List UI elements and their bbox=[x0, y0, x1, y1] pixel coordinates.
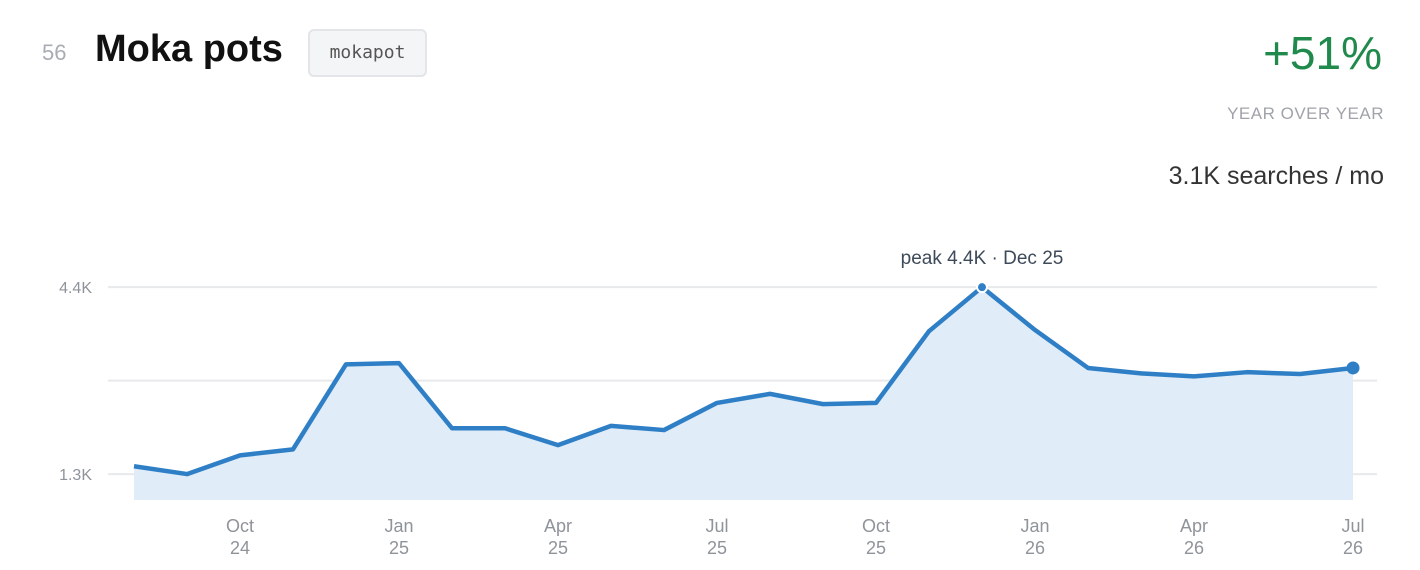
volume: 3.1K searches / mo bbox=[1168, 162, 1384, 190]
x-tick-label: Jul 25 bbox=[705, 516, 729, 558]
x-tick-label: Oct 25 bbox=[861, 516, 890, 558]
y-tick-label: 1.3K bbox=[59, 467, 92, 484]
change-label: YEAR OVER YEAR bbox=[1227, 104, 1384, 123]
x-tick-label: Jan 26 bbox=[1020, 516, 1050, 558]
peak-point bbox=[976, 281, 988, 294]
tag: mokapot bbox=[308, 29, 427, 77]
change: +51% bbox=[1263, 27, 1382, 79]
peak-annotation: peak 4.4K · Dec 25 bbox=[901, 248, 1064, 269]
area bbox=[134, 287, 1353, 500]
x-tick-label: Apr 26 bbox=[1179, 516, 1208, 558]
y-tick-label: 4.4K bbox=[59, 280, 92, 297]
x-tick-label: Oct 24 bbox=[225, 516, 254, 558]
rank: 56 bbox=[42, 40, 67, 65]
x-tick-label: Apr 25 bbox=[543, 516, 572, 558]
line bbox=[133, 284, 1354, 477]
x-tick-label: Jul 26 bbox=[1341, 516, 1365, 558]
x-tick-label: Jan 25 bbox=[384, 516, 414, 558]
title: Moka pots bbox=[95, 28, 283, 70]
last-point bbox=[1346, 361, 1360, 375]
